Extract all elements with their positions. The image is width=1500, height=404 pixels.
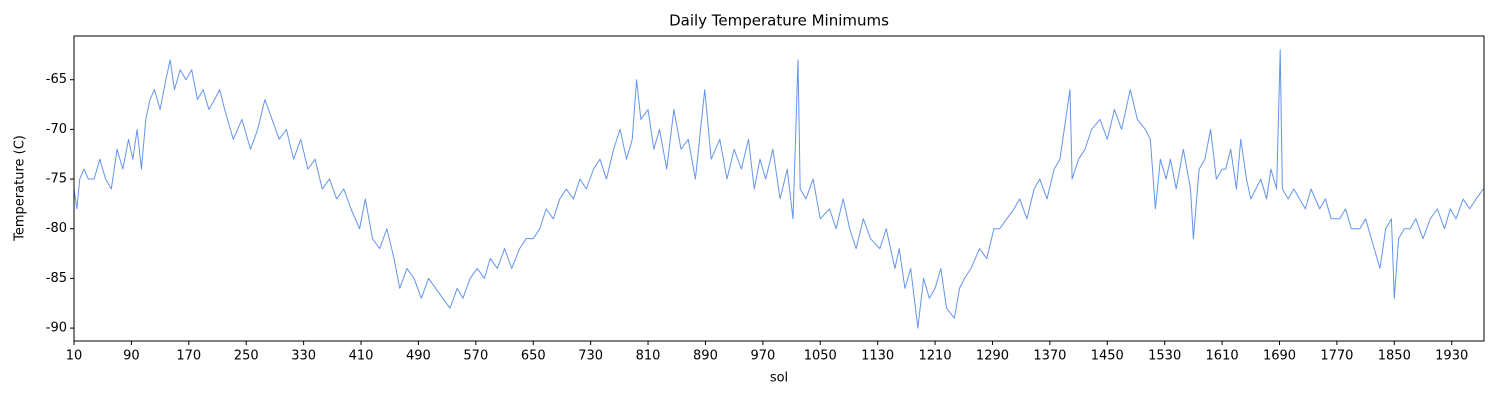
x-tick-label: 410	[349, 349, 374, 364]
x-tick-label: 1050	[804, 349, 837, 364]
y-tick-label: -75	[46, 172, 67, 187]
y-tick-label: -85	[46, 271, 67, 286]
x-tick-label: 490	[406, 349, 431, 364]
line-series	[73, 49, 1484, 329]
y-tick-label: -90	[46, 321, 67, 336]
x-tick-label: 170	[176, 349, 201, 364]
x-tick-label: 1450	[1091, 349, 1124, 364]
x-tick-label: 890	[693, 349, 718, 364]
y-tick-label: -80	[46, 221, 67, 236]
x-tick-label: 1130	[861, 349, 894, 364]
plot-frame	[73, 35, 1485, 342]
x-tick-label: 570	[463, 349, 488, 364]
x-tick-label: 90	[123, 349, 140, 364]
y-tick-label: -65	[46, 72, 67, 87]
x-tick-label: 1610	[1206, 349, 1239, 364]
x-tick-label: 1290	[976, 349, 1009, 364]
x-tick-label: 1530	[1148, 349, 1181, 364]
x-tick-label: 1930	[1435, 349, 1468, 364]
x-tick-label: 970	[750, 349, 775, 364]
x-tick-label: 1850	[1378, 349, 1411, 364]
y-tick-label: -70	[46, 122, 67, 137]
x-tick-label: 1770	[1320, 349, 1353, 364]
y-axis-label: Temperature (C)	[13, 135, 28, 242]
x-axis-label: sol	[770, 371, 788, 386]
x-tick-label: 330	[291, 349, 316, 364]
x-tick-label: 1370	[1033, 349, 1066, 364]
x-tick-label: 1210	[919, 349, 952, 364]
x-tick-label: 10	[66, 349, 83, 364]
x-tick-label: 650	[521, 349, 546, 364]
x-tick-label: 1690	[1263, 349, 1296, 364]
chart-title: Daily Temperature Minimums	[669, 12, 889, 30]
x-tick-label: 810	[636, 349, 661, 364]
x-tick-label: 250	[234, 349, 259, 364]
x-tick-label: 730	[578, 349, 603, 364]
